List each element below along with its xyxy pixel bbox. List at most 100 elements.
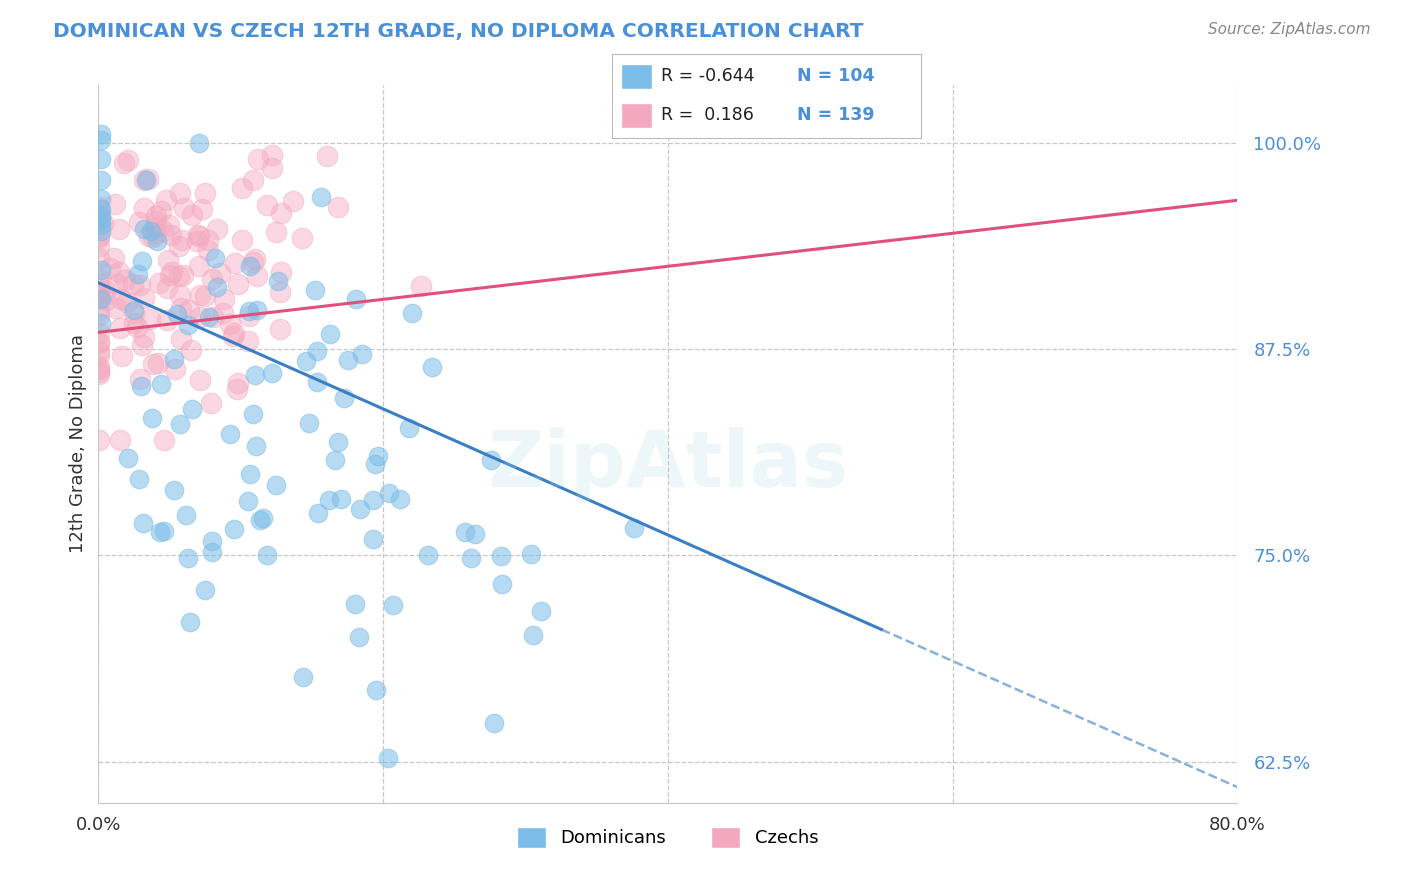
Point (89, 365, 111, 379)
Point (131, 253, 153, 268)
Point (89, 334, 111, 349)
Point (103, 252, 125, 266)
Point (247, 153, 270, 167)
Point (89, 272, 111, 286)
Point (224, 326, 246, 340)
Point (89, 433, 111, 447)
Point (323, 452, 346, 467)
Point (281, 194, 304, 208)
Point (169, 288, 191, 302)
Point (243, 252, 266, 266)
Point (398, 420, 420, 434)
Point (197, 233, 219, 247)
Point (201, 534, 224, 549)
Point (138, 229, 160, 244)
Point (352, 347, 374, 361)
Point (238, 309, 260, 323)
Point (90, 128, 112, 142)
Point (152, 224, 174, 238)
Point (188, 260, 211, 274)
Point (90, 133, 112, 147)
Point (89, 251, 111, 265)
Point (249, 513, 271, 527)
Point (188, 136, 211, 150)
Point (246, 268, 269, 283)
Point (204, 251, 226, 265)
Point (142, 357, 165, 371)
Point (90, 208, 112, 222)
Legend: Dominicans, Czechs: Dominicans, Czechs (510, 820, 825, 855)
Point (211, 306, 233, 320)
Point (522, 628, 544, 642)
Point (623, 521, 645, 535)
Point (94, 283, 117, 297)
Point (224, 256, 246, 270)
Point (238, 304, 260, 318)
Point (382, 599, 405, 613)
Point (291, 231, 314, 245)
Point (155, 193, 177, 207)
Point (166, 307, 188, 321)
Point (127, 267, 149, 281)
Point (128, 214, 150, 228)
Point (191, 202, 214, 216)
Point (304, 284, 326, 298)
Point (222, 523, 245, 537)
Point (173, 201, 195, 215)
Point (89, 229, 111, 244)
Point (129, 379, 152, 393)
Point (239, 467, 262, 482)
Point (145, 210, 167, 224)
Point (145, 235, 167, 249)
Point (269, 322, 291, 336)
Point (294, 354, 316, 368)
Text: ZipAtlas: ZipAtlas (488, 427, 848, 503)
Point (90, 193, 112, 207)
Point (464, 526, 486, 541)
Point (169, 332, 191, 346)
Point (222, 328, 245, 343)
Point (148, 277, 170, 291)
Point (305, 343, 328, 358)
Point (117, 153, 139, 167)
Point (328, 200, 350, 214)
Point (163, 362, 186, 376)
Point (187, 227, 209, 242)
Point (364, 457, 387, 471)
Point (136, 172, 159, 186)
Point (159, 227, 181, 242)
Text: N = 139: N = 139 (797, 106, 875, 124)
Point (104, 301, 127, 316)
Point (346, 292, 368, 306)
Point (89, 359, 111, 374)
Point (132, 330, 155, 344)
Point (89, 239, 111, 253)
Point (132, 201, 155, 215)
Point (238, 493, 260, 508)
Point (141, 224, 163, 238)
Bar (621, 103, 652, 128)
Point (139, 311, 162, 326)
Point (188, 288, 211, 302)
Point (132, 291, 155, 305)
Point (411, 279, 433, 293)
Point (242, 254, 264, 268)
Point (328, 434, 350, 449)
Point (201, 545, 224, 559)
Point (90, 211, 112, 226)
Point (378, 486, 401, 500)
Point (131, 338, 153, 352)
Point (177, 302, 200, 317)
Point (343, 597, 366, 611)
Point (143, 220, 166, 235)
Point (177, 318, 200, 333)
Point (89, 308, 111, 322)
Point (179, 615, 201, 629)
Point (186, 234, 208, 248)
Point (270, 265, 292, 279)
Point (89, 211, 111, 225)
Point (349, 502, 371, 516)
Point (201, 272, 224, 286)
Point (89, 285, 111, 299)
Point (114, 273, 136, 287)
